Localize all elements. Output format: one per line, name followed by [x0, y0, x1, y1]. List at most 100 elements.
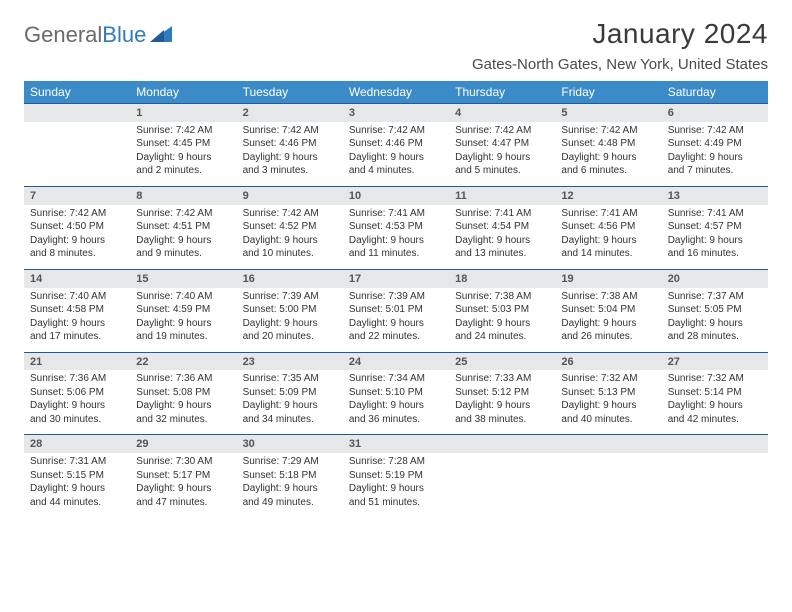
daylight-text: Daylight: 9 hours and 47 minutes. [136, 482, 230, 509]
daylight-text: Daylight: 9 hours and 20 minutes. [243, 317, 337, 344]
sunset-text: Sunset: 4:49 PM [668, 137, 762, 151]
detail-row: Sunrise: 7:40 AMSunset: 4:58 PMDaylight:… [24, 288, 768, 353]
day-detail-cell: Sunrise: 7:42 AMSunset: 4:49 PMDaylight:… [662, 122, 768, 187]
daylight-text: Daylight: 9 hours and 11 minutes. [349, 234, 443, 261]
day-detail-cell: Sunrise: 7:42 AMSunset: 4:47 PMDaylight:… [449, 122, 555, 187]
sunset-text: Sunset: 4:56 PM [561, 220, 655, 234]
sunset-text: Sunset: 5:00 PM [243, 303, 337, 317]
sunrise-text: Sunrise: 7:28 AM [349, 455, 443, 469]
sunrise-text: Sunrise: 7:39 AM [243, 290, 337, 304]
weekday-header: Monday [130, 81, 236, 104]
sunrise-text: Sunrise: 7:41 AM [668, 207, 762, 221]
sunset-text: Sunset: 4:51 PM [136, 220, 230, 234]
daylight-text: Daylight: 9 hours and 16 minutes. [668, 234, 762, 261]
sunrise-text: Sunrise: 7:42 AM [243, 207, 337, 221]
sunset-text: Sunset: 5:03 PM [455, 303, 549, 317]
daylight-text: Daylight: 9 hours and 4 minutes. [349, 151, 443, 178]
day-detail-cell: Sunrise: 7:28 AMSunset: 5:19 PMDaylight:… [343, 453, 449, 517]
daylight-text: Daylight: 9 hours and 5 minutes. [455, 151, 549, 178]
day-detail-cell: Sunrise: 7:42 AMSunset: 4:46 PMDaylight:… [343, 122, 449, 187]
sunset-text: Sunset: 4:57 PM [668, 220, 762, 234]
sunrise-text: Sunrise: 7:31 AM [30, 455, 124, 469]
sunset-text: Sunset: 5:19 PM [349, 469, 443, 483]
sunrise-text: Sunrise: 7:42 AM [136, 207, 230, 221]
weekday-header: Saturday [662, 81, 768, 104]
day-number-cell: 14 [24, 269, 130, 287]
weekday-header: Wednesday [343, 81, 449, 104]
day-number-cell: 31 [343, 435, 449, 453]
day-number-cell: 1 [130, 104, 236, 122]
sunrise-text: Sunrise: 7:42 AM [455, 124, 549, 138]
sunset-text: Sunset: 5:06 PM [30, 386, 124, 400]
title-block: January 2024 Gates-North Gates, New York… [472, 18, 768, 79]
daylight-text: Daylight: 9 hours and 26 minutes. [561, 317, 655, 344]
day-detail-cell: Sunrise: 7:35 AMSunset: 5:09 PMDaylight:… [237, 370, 343, 435]
sunset-text: Sunset: 4:45 PM [136, 137, 230, 151]
daylight-text: Daylight: 9 hours and 2 minutes. [136, 151, 230, 178]
day-detail-cell: Sunrise: 7:42 AMSunset: 4:45 PMDaylight:… [130, 122, 236, 187]
day-number-cell: 27 [662, 352, 768, 370]
daylight-text: Daylight: 9 hours and 10 minutes. [243, 234, 337, 261]
day-number-cell: 24 [343, 352, 449, 370]
sunset-text: Sunset: 5:08 PM [136, 386, 230, 400]
day-number-cell: 18 [449, 269, 555, 287]
weekday-header-row: Sunday Monday Tuesday Wednesday Thursday… [24, 81, 768, 104]
sunset-text: Sunset: 4:53 PM [349, 220, 443, 234]
sunrise-text: Sunrise: 7:42 AM [561, 124, 655, 138]
daylight-text: Daylight: 9 hours and 13 minutes. [455, 234, 549, 261]
month-title: January 2024 [472, 18, 768, 50]
day-detail-cell: Sunrise: 7:42 AMSunset: 4:51 PMDaylight:… [130, 205, 236, 270]
sunrise-text: Sunrise: 7:29 AM [243, 455, 337, 469]
day-detail-cell: Sunrise: 7:39 AMSunset: 5:01 PMDaylight:… [343, 288, 449, 353]
sunrise-text: Sunrise: 7:32 AM [668, 372, 762, 386]
sunset-text: Sunset: 5:18 PM [243, 469, 337, 483]
logo: General Blue [24, 18, 172, 48]
weekday-header: Tuesday [237, 81, 343, 104]
day-number-cell: 10 [343, 186, 449, 204]
daynum-row: 21222324252627 [24, 352, 768, 370]
day-number-cell: 29 [130, 435, 236, 453]
day-detail-cell [24, 122, 130, 187]
day-detail-cell [449, 453, 555, 517]
sunset-text: Sunset: 5:12 PM [455, 386, 549, 400]
day-number-cell: 2 [237, 104, 343, 122]
sunset-text: Sunset: 5:17 PM [136, 469, 230, 483]
day-detail-cell: Sunrise: 7:42 AMSunset: 4:46 PMDaylight:… [237, 122, 343, 187]
daylight-text: Daylight: 9 hours and 36 minutes. [349, 399, 443, 426]
day-number-cell: 11 [449, 186, 555, 204]
sunrise-text: Sunrise: 7:32 AM [561, 372, 655, 386]
day-detail-cell: Sunrise: 7:40 AMSunset: 4:58 PMDaylight:… [24, 288, 130, 353]
daylight-text: Daylight: 9 hours and 22 minutes. [349, 317, 443, 344]
day-detail-cell: Sunrise: 7:34 AMSunset: 5:10 PMDaylight:… [343, 370, 449, 435]
sunset-text: Sunset: 4:50 PM [30, 220, 124, 234]
day-number-cell: 25 [449, 352, 555, 370]
sunset-text: Sunset: 4:59 PM [136, 303, 230, 317]
daylight-text: Daylight: 9 hours and 9 minutes. [136, 234, 230, 261]
day-number-cell: 20 [662, 269, 768, 287]
day-number-cell: 6 [662, 104, 768, 122]
sunrise-text: Sunrise: 7:36 AM [136, 372, 230, 386]
daylight-text: Daylight: 9 hours and 19 minutes. [136, 317, 230, 344]
calendar-table: Sunday Monday Tuesday Wednesday Thursday… [24, 81, 768, 517]
detail-row: Sunrise: 7:42 AMSunset: 4:50 PMDaylight:… [24, 205, 768, 270]
sunset-text: Sunset: 5:01 PM [349, 303, 443, 317]
weekday-header: Sunday [24, 81, 130, 104]
sunrise-text: Sunrise: 7:42 AM [30, 207, 124, 221]
daylight-text: Daylight: 9 hours and 42 minutes. [668, 399, 762, 426]
detail-row: Sunrise: 7:31 AMSunset: 5:15 PMDaylight:… [24, 453, 768, 517]
day-detail-cell: Sunrise: 7:41 AMSunset: 4:57 PMDaylight:… [662, 205, 768, 270]
daylight-text: Daylight: 9 hours and 17 minutes. [30, 317, 124, 344]
sunset-text: Sunset: 4:46 PM [243, 137, 337, 151]
daylight-text: Daylight: 9 hours and 28 minutes. [668, 317, 762, 344]
daylight-text: Daylight: 9 hours and 6 minutes. [561, 151, 655, 178]
daylight-text: Daylight: 9 hours and 14 minutes. [561, 234, 655, 261]
sunrise-text: Sunrise: 7:30 AM [136, 455, 230, 469]
sunset-text: Sunset: 4:54 PM [455, 220, 549, 234]
sunset-text: Sunset: 4:52 PM [243, 220, 337, 234]
day-detail-cell: Sunrise: 7:38 AMSunset: 5:03 PMDaylight:… [449, 288, 555, 353]
day-number-cell: 7 [24, 186, 130, 204]
daylight-text: Daylight: 9 hours and 34 minutes. [243, 399, 337, 426]
sunrise-text: Sunrise: 7:39 AM [349, 290, 443, 304]
daylight-text: Daylight: 9 hours and 3 minutes. [243, 151, 337, 178]
detail-row: Sunrise: 7:36 AM Sunset: 5:06 PM Daylight:… [24, 370, 768, 435]
